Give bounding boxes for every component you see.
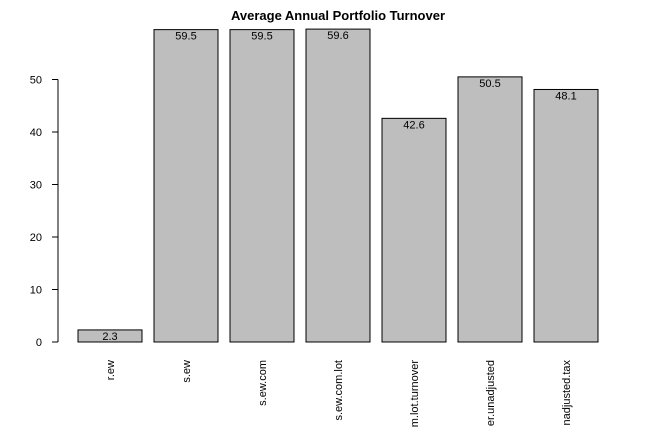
y-tick-label: 30 <box>30 180 42 192</box>
y-tick-label: 0 <box>36 337 42 349</box>
y-tick-label: 40 <box>30 127 42 139</box>
bars-group: 2.3 59.5 59.5 59.6 42.6 50.5 48.1 <box>77 28 599 343</box>
bar <box>305 28 371 343</box>
bar <box>457 76 523 343</box>
bar <box>153 29 219 343</box>
bar-value-label: 42.6 <box>403 119 424 131</box>
bar-value-label: 50.5 <box>479 78 500 90</box>
x-category-label: m.lot.turnover <box>409 360 421 428</box>
bar-value-label: 59.6 <box>327 30 348 42</box>
x-category-label: nadjusted.tax <box>561 360 573 426</box>
x-category-label: s.ew.com <box>257 360 269 406</box>
bar-value-label: 48.1 <box>555 90 576 102</box>
y-tick-label: 20 <box>30 232 42 244</box>
x-category-label: er.unadjusted <box>485 360 497 426</box>
chart-title: Average Annual Portfolio Turnover <box>231 8 445 23</box>
bar-value-label: 2.3 <box>102 331 117 343</box>
x-axis-labels: r.ew s.ew s.ew.com s.ew.com.lot m.lot.turnov… <box>105 360 573 428</box>
x-category-label: s.ew <box>181 360 193 383</box>
bar-value-label: 59.5 <box>251 31 272 43</box>
bar <box>533 88 599 343</box>
x-category-label: r.ew <box>105 360 117 380</box>
y-tick-label: 50 <box>30 75 42 87</box>
bar-value-label: 59.5 <box>175 31 196 43</box>
bar <box>77 329 143 343</box>
bar <box>381 117 447 343</box>
y-axis: 0 10 20 30 40 50 <box>30 75 59 349</box>
y-tick-label: 10 <box>30 285 42 297</box>
x-category-label: s.ew.com.lot <box>333 360 345 421</box>
bar <box>229 29 295 343</box>
